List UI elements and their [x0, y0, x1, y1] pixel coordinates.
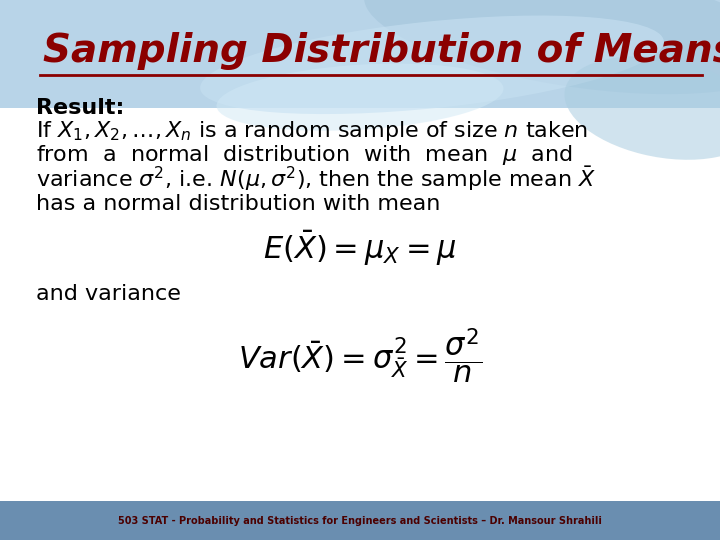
- Text: and variance: and variance: [36, 284, 181, 305]
- Ellipse shape: [364, 0, 720, 94]
- Ellipse shape: [200, 16, 664, 114]
- Bar: [0, 501, 720, 540]
- Text: $Var(\bar{X}) = \sigma^2_{\bar{X}} = \dfrac{\sigma^2}{n}$: $Var(\bar{X}) = \sigma^2_{\bar{X}} = \df…: [238, 327, 482, 386]
- Text: $E(\bar{X}) = \mu_X = \mu$: $E(\bar{X}) = \mu_X = \mu$: [263, 229, 457, 268]
- Text: has a normal distribution with mean: has a normal distribution with mean: [36, 193, 441, 214]
- Bar: [0, 0, 720, 108]
- Text: from  a  normal  distribution  with  mean  $\mu$  and: from a normal distribution with mean $\m…: [36, 143, 572, 167]
- Text: 503 STAT - Probability and Statistics for Engineers and Scientists – Dr. Mansour: 503 STAT - Probability and Statistics fo…: [118, 516, 602, 525]
- Text: Sampling Distribution of Means: Sampling Distribution of Means: [43, 32, 720, 70]
- Text: Result:: Result:: [36, 98, 125, 118]
- Ellipse shape: [217, 64, 503, 131]
- Text: variance $\sigma^2$, i.e. $N(\mu, \sigma^2)$, then the sample mean $\bar{X}$: variance $\sigma^2$, i.e. $N(\mu, \sigma…: [36, 165, 596, 193]
- Text: If $X_1, X_2, \ldots, X_n$ is a random sample of size $n$ taken: If $X_1, X_2, \ldots, X_n$ is a random s…: [36, 119, 588, 143]
- Ellipse shape: [564, 56, 720, 160]
